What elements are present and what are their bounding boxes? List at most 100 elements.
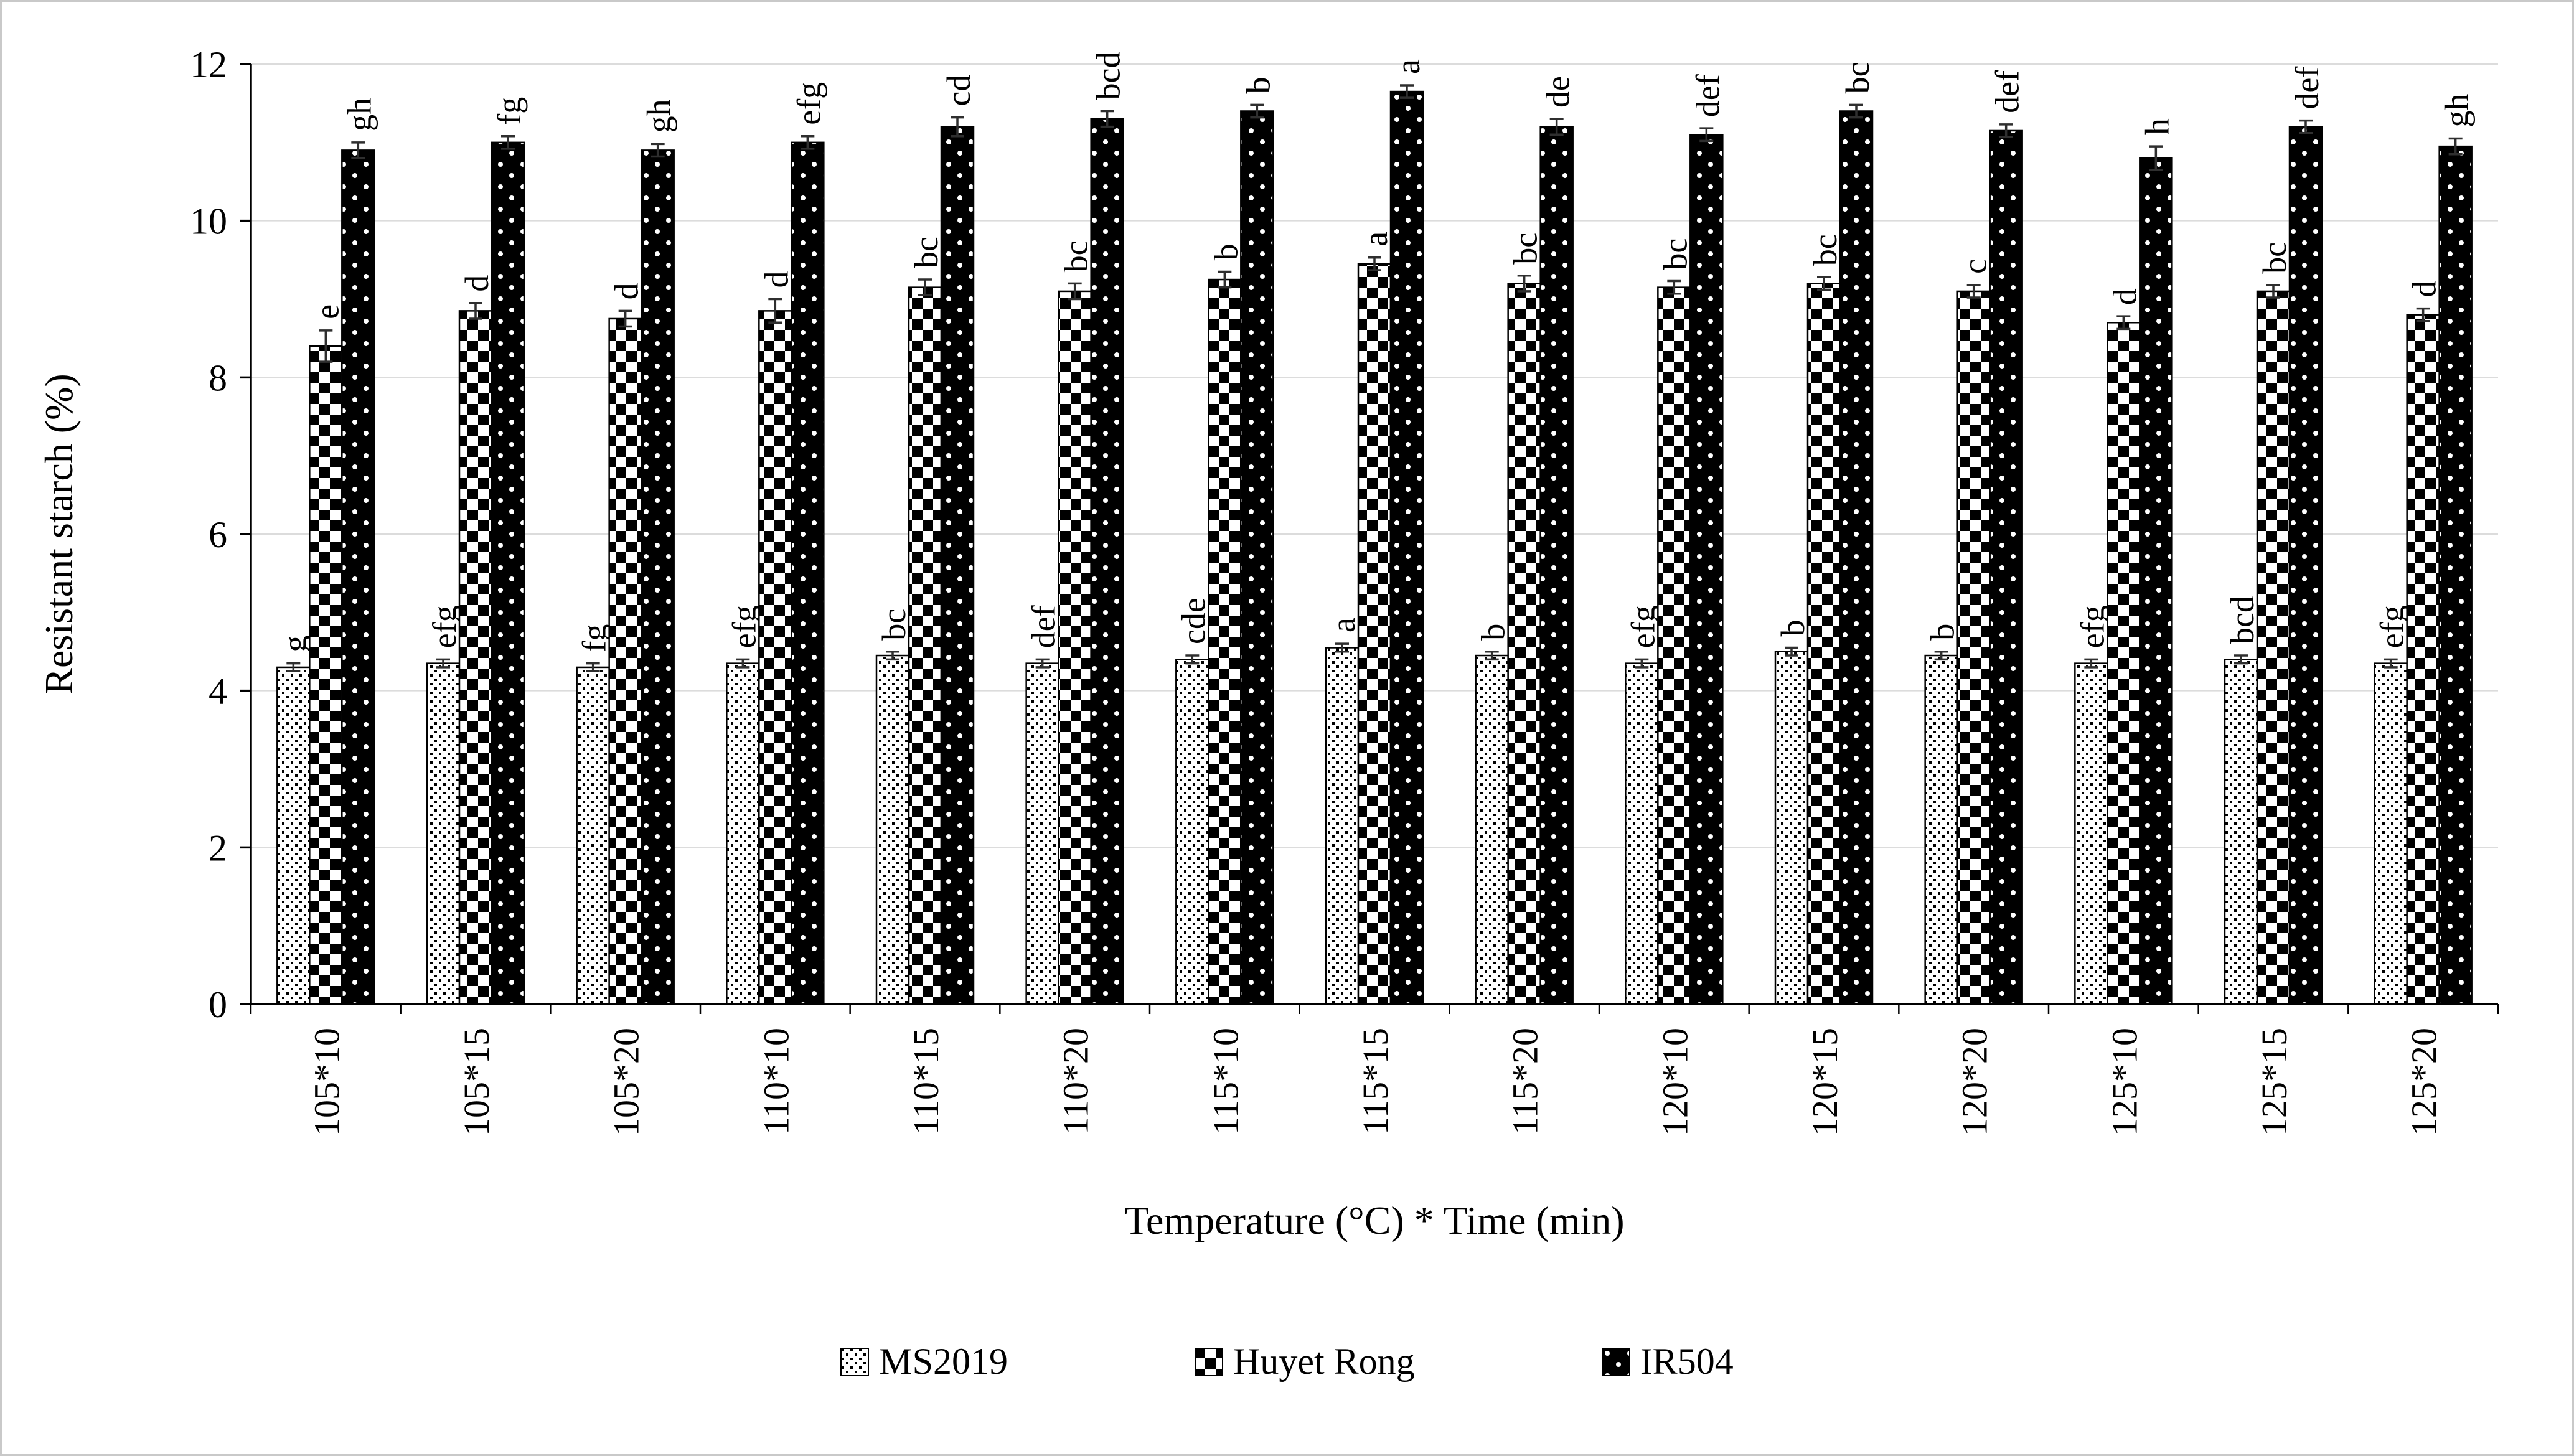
category-label: 105*15 <box>456 1028 497 1136</box>
bar-letter: bcd <box>2224 596 2261 644</box>
bar <box>2374 662 2408 1005</box>
bar <box>1806 283 1841 1005</box>
bar-letter: g <box>276 636 313 652</box>
bar <box>1389 90 1424 1005</box>
bar <box>458 310 493 1005</box>
bar-letter: efg <box>2374 605 2411 648</box>
bar <box>1774 651 1809 1005</box>
bar <box>341 149 375 1005</box>
bar-letter: a <box>1325 618 1362 632</box>
bar-letter: a <box>1389 59 1427 74</box>
bar <box>1625 662 1659 1005</box>
bar <box>1657 286 1691 1005</box>
bar-letter: bc <box>1806 234 1844 266</box>
category-label: 110*15 <box>906 1028 946 1135</box>
legend-item-ir504: IR504 <box>1601 1340 1734 1383</box>
legend-item-ms2019: MS2019 <box>840 1340 1008 1383</box>
y-tick-label: 12 <box>190 44 227 85</box>
bar <box>1839 110 1874 1005</box>
bar <box>2139 157 2173 1005</box>
bar <box>1357 263 1392 1005</box>
category-label: 120*10 <box>1655 1028 1695 1136</box>
bar <box>641 149 675 1005</box>
bar <box>1240 110 1274 1005</box>
bar-letter: a <box>1357 232 1394 247</box>
bar-letter: efg <box>725 605 763 648</box>
bar-letter: b <box>1924 624 1961 641</box>
y-tick-label: 6 <box>209 514 227 555</box>
legend-label-huyet-rong: Huyet Rong <box>1233 1341 1415 1382</box>
bar-letter: fg <box>491 97 528 125</box>
category-label: 115*20 <box>1505 1028 1546 1135</box>
bar <box>2438 145 2473 1005</box>
bar-letter: cd <box>940 75 977 106</box>
bar <box>276 666 311 1005</box>
bar <box>491 141 525 1005</box>
bar-letter: h <box>2138 118 2176 135</box>
legend-swatch-ir504-icon <box>1601 1347 1630 1376</box>
category-label: 125*10 <box>2104 1028 2144 1136</box>
category-label: 115*15 <box>1355 1028 1396 1135</box>
bar-letter: d <box>758 271 795 288</box>
bar-letter: b <box>1207 243 1244 260</box>
x-axis-title: Temperature (°C) * Time (min) <box>1124 1198 1625 1242</box>
bar <box>875 654 910 1005</box>
category-label: 105*20 <box>606 1028 647 1136</box>
bar <box>2288 126 2323 1005</box>
legend-label-ir504: IR504 <box>1640 1341 1734 1382</box>
bar <box>1507 283 1541 1005</box>
bar-letter: efg <box>2074 605 2111 648</box>
bar-letter: b <box>1475 624 1512 641</box>
bar-letter: def <box>1689 74 1726 117</box>
bar-letter: gh <box>641 99 678 133</box>
bar-letter: efg <box>426 605 463 648</box>
bar-letter: e <box>308 304 345 319</box>
bar <box>1025 662 1059 1005</box>
bar <box>758 310 792 1005</box>
bar-letter: efg <box>1624 605 1661 648</box>
y-axis-title: Resistant starch (%) <box>37 373 81 695</box>
bar-letter: gh <box>2438 94 2476 128</box>
bar <box>1539 126 1574 1005</box>
bar-letter: bc <box>1656 238 1694 270</box>
bar <box>2074 662 2108 1005</box>
bar-letter: d <box>458 275 496 292</box>
bar <box>1208 278 1242 1005</box>
bar-letter: bc <box>875 609 913 641</box>
bar <box>940 126 975 1005</box>
bar-letter: bc <box>908 237 945 268</box>
bar-letter: bc <box>2256 242 2293 274</box>
y-tick-label: 8 <box>209 357 227 398</box>
category-label: 110*20 <box>1056 1028 1096 1135</box>
bar <box>1475 654 1509 1005</box>
legend-swatch-ms2019-icon <box>840 1347 870 1376</box>
bar-letter: c <box>1956 259 1994 274</box>
bar-letter: cde <box>1175 598 1212 644</box>
category-label: 110*10 <box>756 1028 796 1135</box>
bar-letter: efg <box>790 82 827 125</box>
bar <box>1989 129 2023 1005</box>
bar-letter: def <box>2288 67 2326 110</box>
bar <box>309 345 343 1005</box>
legend-item-huyet-rong: Huyet Rong <box>1195 1340 1415 1383</box>
bar-letter: def <box>1989 70 2026 113</box>
bar <box>908 286 942 1005</box>
legend-swatch-huyet-rong-icon <box>1195 1347 1224 1376</box>
bar <box>1175 659 1209 1005</box>
category-label: 120*15 <box>1805 1028 1845 1136</box>
bar <box>2256 290 2291 1005</box>
bar-letter: bc <box>1839 62 1876 93</box>
legend: MS2019 Huyet Rong IR504 <box>2 1340 2572 1383</box>
bar-letter: d <box>2406 281 2443 298</box>
bar <box>1090 118 1124 1005</box>
bar <box>791 141 825 1005</box>
bar-letter: fg <box>576 624 613 652</box>
y-tick-label: 2 <box>209 827 227 868</box>
bar <box>1956 290 1991 1005</box>
bar-letter: bc <box>1058 240 1095 272</box>
y-tick-label: 4 <box>209 671 227 712</box>
bar <box>1325 647 1360 1005</box>
bar-letter: def <box>1025 605 1063 648</box>
